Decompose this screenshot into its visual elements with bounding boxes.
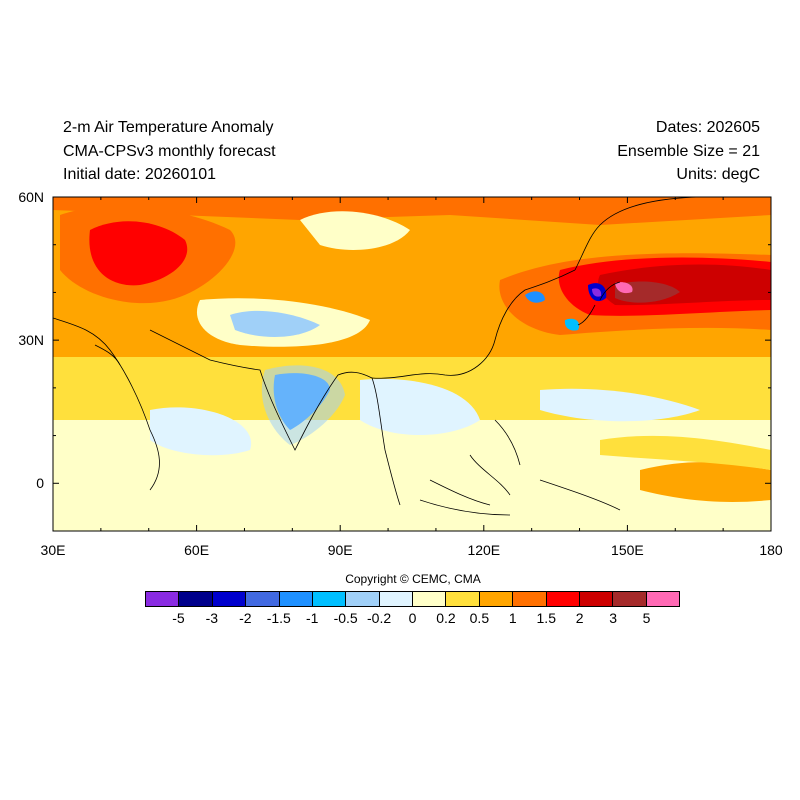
colorbar-swatch xyxy=(279,592,313,606)
x-tick-label-90E: 90E xyxy=(328,542,353,558)
axis-ticks xyxy=(52,196,772,532)
title-units: Units: degC xyxy=(676,166,760,183)
colorbar-swatch xyxy=(613,592,647,606)
colorbar-labels: -5 -3 -2 -1.5 -1 -0.5 -0.2 0 0.2 0.5 1 1.5 2 3 5 xyxy=(0,610,800,630)
copyright-text: Copyright © CEMC, CMA xyxy=(345,572,481,586)
title-left-block: 2-m Air Temperature Anomaly CMA-CPSv3 mo… xyxy=(63,116,276,187)
colorbar-label: -3 xyxy=(205,610,219,626)
x-tick-label-30E: 30E xyxy=(41,542,66,558)
colorbar-label: -1 xyxy=(305,610,319,626)
colorbar-label: -5 xyxy=(172,610,185,626)
title-field: 2-m Air Temperature Anomaly xyxy=(63,119,274,136)
title-dates: Dates: 202605 xyxy=(655,119,760,136)
colorbar-swatch xyxy=(146,592,180,606)
colorbar-swatch xyxy=(246,592,280,606)
colorbar-label: 0 xyxy=(408,610,417,626)
colorbar-label: 0.2 xyxy=(436,610,456,626)
colorbar-swatch xyxy=(479,592,514,606)
title-right-block: Dates: 202605 Ensemble Size = 21 Units: … xyxy=(617,116,760,187)
colorbar-swatch xyxy=(312,592,347,606)
colorbar-label: 0.5 xyxy=(469,610,490,626)
y-tick-label-60N: 60N xyxy=(18,189,44,205)
colorbar-label: 5 xyxy=(642,610,651,626)
title-initial-date: Initial date: 20260101 xyxy=(63,166,217,183)
y-tick-label-30N: 30N xyxy=(18,332,44,348)
colorbar-swatch xyxy=(179,592,213,606)
colorbar-label: -0.2 xyxy=(367,610,392,626)
colorbar-swatch xyxy=(646,592,679,606)
x-tick-label-180: 180 xyxy=(759,542,783,558)
colorbar-label: -0.5 xyxy=(333,610,358,626)
coastlines xyxy=(53,197,701,516)
colorbar-swatch xyxy=(513,592,547,606)
y-tick-label-0: 0 xyxy=(36,475,44,491)
colorbar-swatch xyxy=(346,592,380,606)
x-tick-label-150E: 150E xyxy=(611,542,644,558)
colorbar-label: -2 xyxy=(239,610,252,626)
colorbar-swatch xyxy=(446,592,480,606)
colorbar-label: 1 xyxy=(508,610,517,626)
x-tick-label-120E: 120E xyxy=(467,542,500,558)
colorbar-swatch xyxy=(212,592,247,606)
colorbar-swatch xyxy=(379,592,413,606)
colorbar-swatch xyxy=(579,592,614,606)
colorbar-swatch xyxy=(546,592,580,606)
colorbar xyxy=(145,591,680,607)
colorbar-label: 3 xyxy=(609,610,618,626)
colorbar-swatch xyxy=(413,592,447,606)
colorbar-label: 1.5 xyxy=(536,610,556,626)
x-tick-label-60E: 60E xyxy=(184,542,209,558)
title-model: CMA-CPSv3 monthly forecast xyxy=(63,142,276,160)
colorbar-label: -1.5 xyxy=(266,610,291,626)
colorbar-label: 2 xyxy=(575,610,584,626)
title-ensemble-size: Ensemble Size = 21 xyxy=(617,142,760,160)
anomaly-field xyxy=(53,197,771,531)
